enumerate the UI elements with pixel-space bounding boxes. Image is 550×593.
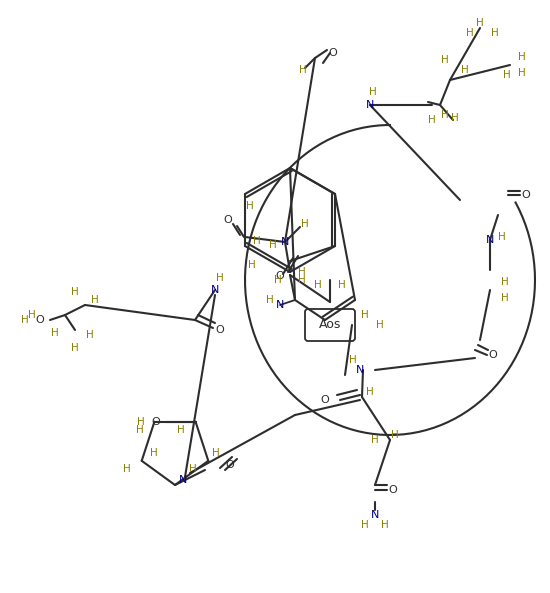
Text: O: O <box>321 395 329 405</box>
Text: N: N <box>281 237 289 247</box>
Text: H: H <box>150 448 158 458</box>
Text: H: H <box>441 110 449 120</box>
Text: H: H <box>51 328 59 338</box>
Text: H: H <box>369 87 377 97</box>
Text: H: H <box>361 520 369 530</box>
Text: H: H <box>135 425 144 435</box>
Text: H: H <box>501 293 509 303</box>
Text: N: N <box>366 100 374 110</box>
Text: H: H <box>518 52 526 62</box>
Text: H: H <box>314 280 322 290</box>
Text: N: N <box>371 510 379 520</box>
Text: H: H <box>177 425 184 435</box>
Text: H: H <box>451 113 459 123</box>
Text: H: H <box>466 28 474 38</box>
Text: H: H <box>441 55 449 65</box>
Text: H: H <box>71 343 79 353</box>
Text: O: O <box>389 485 397 495</box>
Text: O: O <box>224 215 232 225</box>
Text: N: N <box>276 300 284 310</box>
Text: O: O <box>216 325 224 335</box>
Text: H: H <box>371 435 379 445</box>
Text: H: H <box>491 28 499 38</box>
Text: H: H <box>476 18 484 28</box>
Text: H: H <box>248 260 256 270</box>
Text: H: H <box>298 267 306 277</box>
Text: H: H <box>381 520 389 530</box>
Text: H: H <box>246 201 254 211</box>
Text: O: O <box>226 460 234 470</box>
FancyBboxPatch shape <box>305 309 355 341</box>
Text: O: O <box>276 271 284 281</box>
Text: H: H <box>518 68 526 78</box>
Text: H: H <box>391 430 399 440</box>
Text: Aos: Aos <box>319 318 341 331</box>
Text: H: H <box>461 65 469 75</box>
Text: H: H <box>299 65 307 75</box>
Text: H: H <box>71 287 79 297</box>
Text: H: H <box>501 277 509 287</box>
Text: O: O <box>521 190 530 200</box>
Text: H: H <box>301 219 309 229</box>
Text: H: H <box>266 295 274 305</box>
Text: H: H <box>137 417 145 427</box>
Text: H: H <box>86 330 94 340</box>
Text: H: H <box>338 280 346 290</box>
Text: H: H <box>366 387 374 397</box>
Text: H: H <box>503 70 511 80</box>
Text: H: H <box>21 315 29 325</box>
Text: H: H <box>269 240 277 250</box>
Text: H: H <box>361 310 369 320</box>
Text: N: N <box>211 285 219 295</box>
Text: N: N <box>179 475 187 485</box>
Text: H: H <box>376 320 384 330</box>
Text: H: H <box>349 355 357 365</box>
Text: H: H <box>28 310 36 320</box>
Text: N: N <box>356 365 364 375</box>
Text: O: O <box>488 350 497 360</box>
Text: H: H <box>498 232 506 242</box>
Text: H: H <box>212 448 220 458</box>
Text: H: H <box>123 464 130 474</box>
Text: H: H <box>91 295 99 305</box>
Text: H: H <box>428 115 436 125</box>
Text: H: H <box>298 275 306 285</box>
Text: N: N <box>486 235 494 245</box>
Text: H: H <box>216 273 224 283</box>
Text: O: O <box>151 417 160 427</box>
Text: O: O <box>329 48 337 58</box>
Text: H: H <box>253 236 261 246</box>
Text: H: H <box>189 464 197 474</box>
Text: O: O <box>36 315 45 325</box>
Text: H: H <box>274 275 282 285</box>
